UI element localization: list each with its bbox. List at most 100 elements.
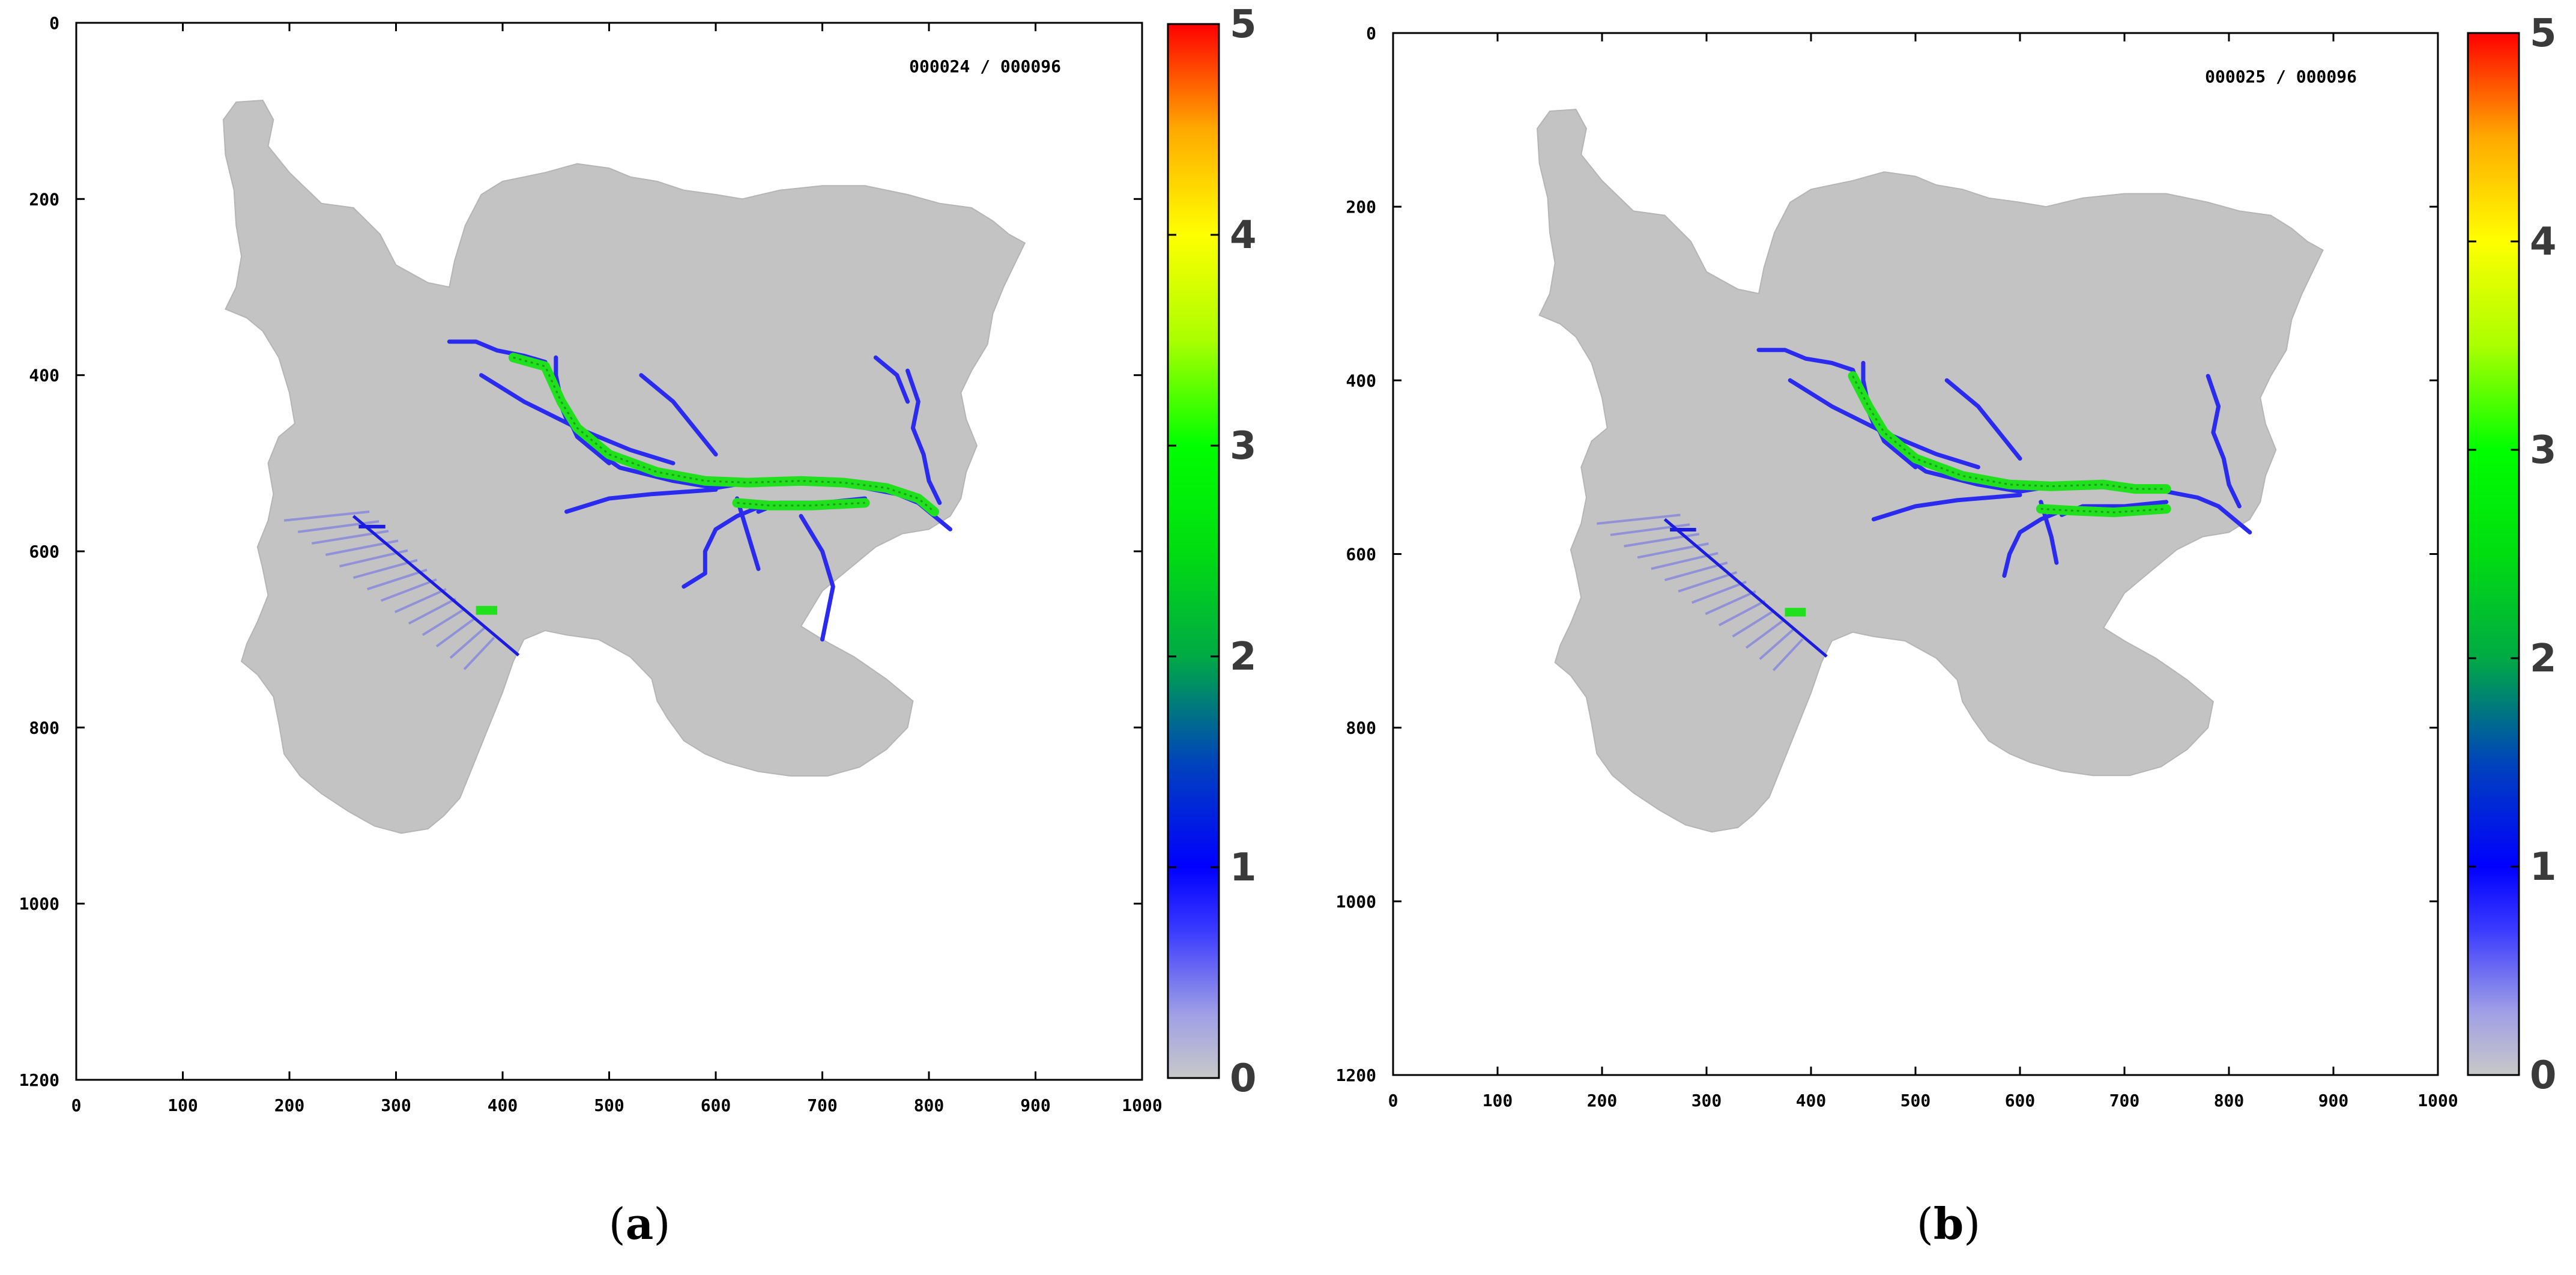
x-tick-label: 1000 — [2417, 1091, 2458, 1110]
colorbar-tick-label: 3 — [1230, 424, 1257, 468]
artifact-hatch-line — [394, 588, 447, 614]
colorbar-tick-label: 1 — [1230, 846, 1257, 890]
y-tick-label: 0 — [1366, 23, 1376, 43]
colorbar-tick-label: 2 — [1230, 635, 1257, 679]
x-tick-label: 800 — [914, 1095, 945, 1115]
river-channel — [735, 496, 761, 571]
x-tick-label: 200 — [274, 1095, 305, 1115]
colorbar-tick-label: 4 — [2530, 220, 2557, 264]
colorbar — [1167, 23, 1220, 1079]
artifact-hatch-line — [435, 617, 476, 648]
artifact-green-patch — [1785, 608, 1806, 617]
y-tick-label: 1200 — [1336, 1065, 1376, 1085]
artifact-hatch-line — [1691, 580, 1747, 604]
artifact-hatch-line — [1597, 513, 1681, 525]
x-tick-label: 600 — [2005, 1091, 2036, 1110]
panel-a: 0 100 200 300 400 500 600 700 800 900 1000 0 200 400 6… — [19, 2, 1257, 1249]
river-channel — [873, 355, 910, 404]
heatmap-chart-b: 0 100 200 300 400 500 600 700 800 900 1000 0 200 400 6… — [1336, 11, 2557, 1110]
panel-label-b: b — [1933, 1198, 1964, 1249]
river-channel — [2002, 508, 2064, 578]
artifact-hatch-line — [422, 607, 466, 637]
flood-channel — [732, 498, 870, 510]
diagonal-artifact — [1597, 513, 1828, 671]
colorbar-tick-label: 0 — [2530, 1053, 2557, 1098]
y-tick-label: 1200 — [19, 1070, 59, 1090]
y-tick-label: 800 — [29, 718, 59, 737]
artifact-hatch-line — [1772, 638, 1804, 671]
artifact-hatch-line — [297, 520, 379, 533]
x-tick-label: 400 — [1796, 1091, 1827, 1110]
artifact-hatch-line — [366, 568, 428, 590]
x-tick-label: 0 — [71, 1095, 82, 1115]
x-tick-label: 400 — [488, 1095, 518, 1115]
artifact-hatch-line — [1610, 523, 1690, 536]
y-tick-label: 600 — [29, 542, 59, 562]
heatmap-chart-a: 0 100 200 300 400 500 600 700 800 900 1000 0 200 400 6… — [19, 2, 1257, 1115]
y-tick-label: 400 — [1346, 371, 1376, 390]
artifact-green-patch — [476, 605, 498, 615]
diagonal-artifact — [283, 510, 520, 670]
x-tick-label: 700 — [807, 1095, 838, 1115]
x-tick-label: 200 — [1587, 1091, 1618, 1110]
flood-channel — [508, 353, 939, 516]
y-tick-label: 0 — [49, 13, 59, 33]
flood-channel — [2036, 504, 2171, 518]
colorbar-tick-label: 4 — [1230, 213, 1257, 258]
colorbar-tick-label: 1 — [2530, 845, 2557, 889]
x-tick-label: 900 — [2318, 1091, 2349, 1110]
y-tick-label: 1000 — [1336, 892, 1376, 912]
artifact-hatch-line — [1732, 609, 1776, 638]
river-channel — [906, 368, 942, 505]
frame-counter: 000025 / 000096 — [2205, 67, 2357, 86]
panel-caption-b: (b) — [1916, 1198, 1981, 1249]
river-channel — [639, 373, 718, 457]
y-tick-label: 600 — [1346, 545, 1376, 565]
river-channel — [1756, 348, 2252, 535]
colorbar-tick-label: 5 — [1230, 2, 1257, 47]
y-tick-label: 800 — [1346, 718, 1376, 738]
y-tick-label: 200 — [1346, 197, 1376, 217]
artifact-hatch-line — [1678, 571, 1738, 593]
flood-channel-texture — [1852, 375, 2166, 490]
y-tick-label: 400 — [29, 366, 59, 386]
artifact-hatch-line — [352, 559, 418, 579]
panel-caption-a: (a) — [608, 1198, 671, 1249]
y-tick-label: 200 — [29, 189, 59, 209]
artifact-hatch-line — [380, 578, 437, 602]
artifact-hatch-line — [1759, 628, 1794, 660]
x-tick-label: 700 — [2109, 1091, 2140, 1110]
x-tick-label: 100 — [168, 1095, 198, 1115]
artifact-hatch-line — [283, 510, 370, 522]
x-tick-label: 500 — [1900, 1091, 1931, 1110]
colorbar — [2467, 32, 2520, 1076]
artifact-hatch-line — [408, 598, 456, 625]
colorbar-tick-label: 5 — [2530, 11, 2557, 56]
artifact-diagonal-line — [352, 515, 520, 656]
frame-counter: 000024 / 000096 — [909, 56, 1061, 76]
colorbar-tick-label: 3 — [2530, 428, 2557, 473]
x-tick-label: 800 — [2214, 1091, 2245, 1110]
colorbar-tick-label: 2 — [2530, 637, 2557, 681]
artifact-hatch-line — [463, 637, 495, 670]
y-tick-label: 1000 — [19, 894, 59, 914]
artifact-hatch-line — [1664, 562, 1728, 581]
river-channel — [2206, 374, 2242, 509]
river-channel — [1871, 492, 2022, 522]
panel-label-a: a — [625, 1198, 654, 1249]
panel-b: 0 100 200 300 400 500 600 700 800 900 1000 0 200 400 6… — [1288, 0, 2576, 1275]
x-tick-label: 500 — [594, 1095, 624, 1115]
x-tick-label: 600 — [701, 1095, 731, 1115]
river-channel — [799, 513, 835, 642]
colorbar-tick-label: 0 — [1230, 1056, 1257, 1101]
artifact-diagonal-line — [1663, 518, 1828, 658]
x-tick-label: 1000 — [1122, 1095, 1162, 1115]
x-tick-label: 100 — [1483, 1091, 1513, 1110]
x-tick-label: 300 — [381, 1095, 411, 1115]
river-channel — [564, 487, 718, 514]
artifact-hatch-line — [449, 627, 486, 659]
artifact-hatch-line — [1705, 590, 1756, 616]
artifact-hatch-line — [1745, 619, 1785, 649]
river-channel — [1944, 378, 2022, 461]
x-tick-label: 300 — [1692, 1091, 1722, 1110]
